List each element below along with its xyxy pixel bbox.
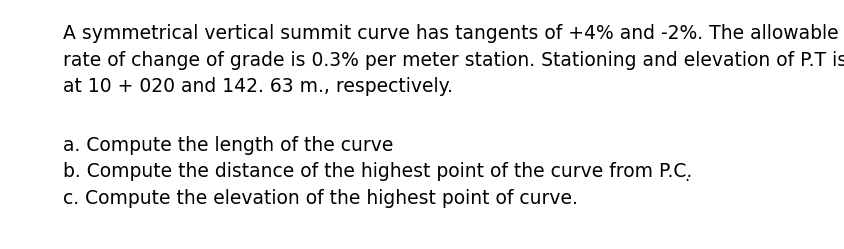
Text: rate of change of grade is 0.3% per meter station. Stationing and elevation of P: rate of change of grade is 0.3% per mete… [63,51,844,69]
Text: b. Compute the distance of the highest point of the curve from P.C.̣: b. Compute the distance of the highest p… [63,162,692,181]
Text: a. Compute the length of the curve: a. Compute the length of the curve [63,135,393,154]
Text: A symmetrical vertical summit curve has tangents of +4% and -2%. The allowable: A symmetrical vertical summit curve has … [63,24,839,43]
Text: at 10 + 020 and 142. 63 m., respectively.: at 10 + 020 and 142. 63 m., respectively… [63,77,453,96]
Text: c. Compute the elevation of the highest point of curve.: c. Compute the elevation of the highest … [63,188,578,207]
